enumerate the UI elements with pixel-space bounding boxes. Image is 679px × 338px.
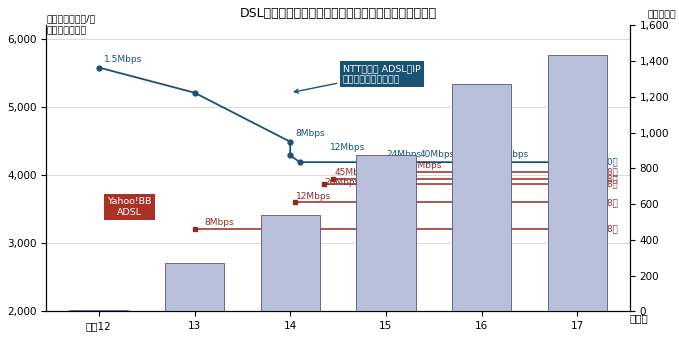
Text: NTT東日本 ADSL＋IP
（ぷらら利用の場合）: NTT東日本 ADSL＋IP （ぷらら利用の場合） bbox=[295, 65, 421, 93]
Text: 12Mbps: 12Mbps bbox=[331, 143, 366, 152]
Text: Yahoo!BB
ADSL: Yahoo!BB ADSL bbox=[107, 197, 151, 217]
Bar bbox=[165, 263, 224, 311]
Text: 40Mbps: 40Mbps bbox=[420, 150, 455, 160]
Text: 24Mbps: 24Mbps bbox=[386, 150, 421, 160]
Text: 26Mbps: 26Mbps bbox=[325, 178, 360, 187]
Text: 12Mbps: 12Mbps bbox=[296, 192, 331, 201]
Text: 3,908円: 3,908円 bbox=[589, 179, 619, 189]
Text: 50Mbps: 50Mbps bbox=[406, 161, 441, 170]
Text: 1.5Mbps: 1.5Mbps bbox=[104, 55, 142, 64]
Text: （年）: （年） bbox=[630, 313, 648, 323]
Bar bbox=[356, 155, 416, 311]
Text: 45Mbps: 45Mbps bbox=[334, 168, 369, 177]
Bar bbox=[548, 55, 607, 311]
Text: 3,208円: 3,208円 bbox=[589, 224, 619, 234]
Text: （万契約）: （万契約） bbox=[648, 10, 677, 20]
Text: 4,190円: 4,190円 bbox=[589, 158, 619, 167]
Title: DSLの提供料金は低廉化し、高速品目が追加され続けた: DSLの提供料金は低廉化し、高速品目が追加され続けた bbox=[240, 7, 437, 20]
Text: （月額料金・円/月: （月額料金・円/月 bbox=[46, 14, 96, 23]
Text: 8Mbps: 8Mbps bbox=[204, 218, 234, 227]
Text: 47Mbps: 47Mbps bbox=[493, 150, 528, 160]
Text: 3,608円: 3,608円 bbox=[589, 198, 619, 207]
Bar bbox=[69, 310, 128, 311]
Text: 8Mbps: 8Mbps bbox=[295, 129, 325, 138]
Bar bbox=[261, 215, 320, 311]
Bar bbox=[452, 84, 511, 311]
Text: ＜税抜き＞）: ＜税抜き＞） bbox=[46, 26, 86, 35]
Text: 3,928円: 3,928円 bbox=[589, 174, 619, 183]
Text: 4,008円: 4,008円 bbox=[589, 167, 619, 176]
